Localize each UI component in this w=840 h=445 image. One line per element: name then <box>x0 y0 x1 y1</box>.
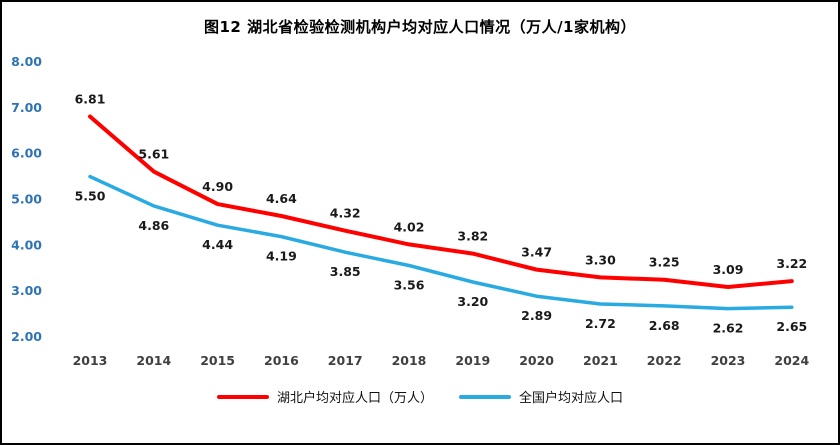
data-label: 2.89 <box>521 308 552 323</box>
data-label: 4.86 <box>138 218 169 233</box>
data-label: 4.64 <box>266 191 297 206</box>
data-label: 5.50 <box>75 189 106 204</box>
x-axis-tick: 2024 <box>774 353 809 368</box>
legend-item-national: 全国户均对应人口 <box>459 387 623 406</box>
x-axis-tick: 2014 <box>136 353 171 368</box>
data-label: 2.62 <box>713 321 744 336</box>
x-axis-tick: 2022 <box>647 353 682 368</box>
y-axis-tick: 7.00 <box>11 100 42 115</box>
x-axis-tick: 2013 <box>73 353 108 368</box>
x-axis-tick: 2017 <box>328 353 363 368</box>
data-label: 4.44 <box>202 237 233 252</box>
x-axis-tick: 2019 <box>455 353 490 368</box>
x-axis-tick: 2021 <box>583 353 618 368</box>
national-line-swatch <box>459 394 511 399</box>
y-axis-tick: 3.00 <box>11 283 42 298</box>
data-label: 3.47 <box>521 245 552 260</box>
data-label: 3.22 <box>776 256 807 271</box>
data-label: 3.30 <box>585 252 616 267</box>
data-label: 2.68 <box>649 318 680 333</box>
legend-label-national: 全国户均对应人口 <box>519 391 624 406</box>
data-label: 4.02 <box>394 219 425 234</box>
data-label: 3.85 <box>330 264 361 279</box>
data-label: 3.20 <box>457 294 488 309</box>
chart-title: 图12 湖北省检验检测机构户均对应人口情况（万人/1家机构） <box>203 18 636 36</box>
data-label: 2.65 <box>776 319 807 334</box>
national-series-line <box>88 174 794 311</box>
data-label: 3.09 <box>713 262 744 277</box>
data-label: 4.32 <box>330 206 361 221</box>
hubei-line-swatch <box>216 394 269 399</box>
x-axis-tick: 2018 <box>392 353 427 368</box>
x-axis-tick: 2023 <box>711 353 746 368</box>
data-label: 3.56 <box>394 278 425 293</box>
data-label: 3.82 <box>457 229 488 244</box>
hubei-series-line <box>88 114 794 290</box>
legend-item-hubei: 湖北户均对应人口（万人） <box>216 387 433 406</box>
data-label: 5.61 <box>138 147 169 162</box>
chart-legend: 湖北户均对应人口（万人） 全国户均对应人口 <box>2 387 838 406</box>
y-axis-tick: 4.00 <box>11 237 42 252</box>
y-axis-tick: 6.00 <box>11 146 42 161</box>
data-label: 6.81 <box>75 92 106 107</box>
x-axis-tick: 2020 <box>519 353 554 368</box>
data-label: 4.90 <box>202 179 233 194</box>
data-label: 4.19 <box>266 249 297 264</box>
x-axis-tick: 2015 <box>200 353 235 368</box>
data-label: 2.72 <box>585 316 616 331</box>
x-axis-tick: 2016 <box>264 353 299 368</box>
line-chart-plot-area: 8.00 7.00 6.00 5.00 4.00 3.00 2.00 2013 2014 2015… <box>11 54 809 368</box>
y-axis-tick: 8.00 <box>11 54 42 69</box>
data-label: 3.25 <box>649 255 680 270</box>
y-axis-tick: 5.00 <box>11 192 42 207</box>
y-axis-tick: 2.00 <box>11 329 42 344</box>
legend-label-hubei: 湖北户均对应人口（万人） <box>276 391 433 406</box>
